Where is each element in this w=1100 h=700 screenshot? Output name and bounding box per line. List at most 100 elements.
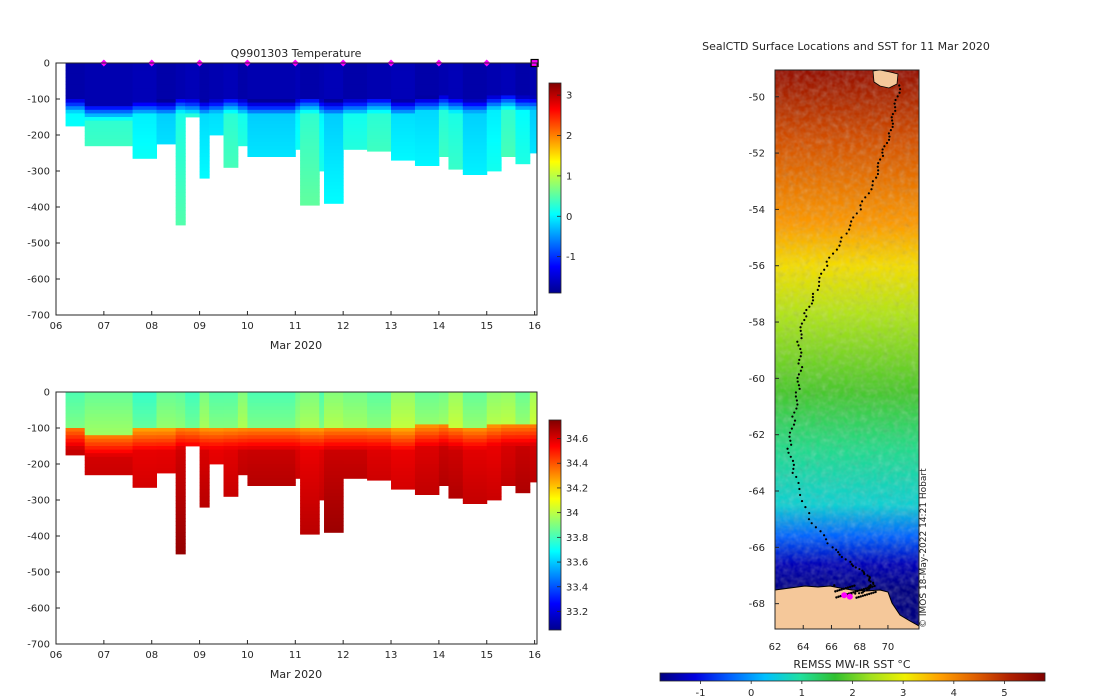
profile-cell <box>343 138 368 143</box>
profile-cell <box>175 66 186 71</box>
profile-cell <box>501 135 516 139</box>
profile-cell <box>462 81 488 85</box>
profile-cell <box>462 163 488 168</box>
profile-cell <box>324 160 344 165</box>
track-point <box>837 595 840 598</box>
profile-cell <box>132 399 158 404</box>
profile-cell <box>65 117 86 121</box>
profile-cell <box>438 410 449 414</box>
profile-cell <box>175 113 186 118</box>
profile-cell <box>486 127 502 132</box>
profile-cell <box>175 521 186 526</box>
profile-cell <box>223 489 239 494</box>
profile-cell <box>247 117 296 121</box>
profile-cell <box>391 156 416 161</box>
track-point <box>793 419 797 422</box>
y-tick-label: -100 <box>27 95 50 106</box>
profile-cell <box>462 435 488 440</box>
track-point <box>837 551 840 554</box>
profile-cell <box>438 91 449 96</box>
profile-cell <box>391 467 416 472</box>
profile-cell <box>367 66 392 71</box>
profile-cell <box>462 160 488 165</box>
profile-cell <box>209 399 225 404</box>
profile-cell <box>367 399 392 404</box>
profile-cell <box>223 446 239 450</box>
profile-cell <box>300 163 320 168</box>
profile-cell <box>438 73 449 78</box>
profile-cell <box>501 424 516 429</box>
profile-cell <box>223 449 239 454</box>
profile-cell <box>185 113 201 118</box>
profile-cell <box>295 135 301 139</box>
profile-cell <box>343 117 368 121</box>
profile-cell <box>343 420 368 425</box>
profile-cell <box>438 70 449 75</box>
profile-cell <box>529 149 537 154</box>
profile-cell <box>199 131 210 136</box>
profile-cell <box>324 102 344 107</box>
track-point <box>861 200 864 203</box>
profile-cell <box>391 145 416 150</box>
profile-cell <box>132 453 158 458</box>
profile-cell <box>65 73 86 78</box>
profile-cell <box>462 99 488 103</box>
profile-cell <box>223 406 239 411</box>
profile-cell <box>343 142 368 147</box>
profile-cell <box>247 402 296 407</box>
profile-cell <box>324 417 344 422</box>
profile-cell <box>515 438 531 443</box>
profile-cell <box>486 410 502 414</box>
profile-cell <box>448 420 464 425</box>
profile-cell <box>199 153 210 157</box>
profile-cell <box>132 395 158 400</box>
profile-cell <box>223 435 239 440</box>
profile-cell <box>132 467 158 472</box>
profile-cell <box>300 117 320 121</box>
profile-cell <box>367 91 392 96</box>
profile-cell <box>324 153 344 157</box>
profile-cell <box>209 131 225 136</box>
profile-cell <box>343 435 368 440</box>
profile-cell <box>486 420 502 425</box>
profile-cell <box>486 106 502 111</box>
profile-cell <box>324 413 344 418</box>
track-point <box>857 595 860 599</box>
profile-cell <box>448 431 464 436</box>
profile-cell <box>391 449 416 454</box>
track-point <box>792 463 795 466</box>
profile-cell <box>175 207 186 211</box>
profile-cell <box>65 453 86 456</box>
map-y-tick-label: -66 <box>749 543 765 554</box>
profile-cell <box>324 196 344 201</box>
profile-cell <box>529 77 537 82</box>
profile-cell <box>515 84 531 89</box>
profile-cell <box>223 120 239 125</box>
profile-cell <box>391 63 416 67</box>
profile-cell <box>185 109 201 114</box>
profile-cell <box>175 392 186 396</box>
profile-cell <box>391 84 416 89</box>
track-point <box>869 586 872 589</box>
profile-cell <box>515 70 531 75</box>
profile-cell <box>438 392 449 396</box>
profile-cell <box>501 420 516 425</box>
profile-cell <box>462 95 488 100</box>
profile-cell <box>132 63 158 67</box>
profile-cell <box>529 399 537 404</box>
profile-cell <box>529 453 537 458</box>
profile-cell <box>247 410 296 414</box>
profile-cell <box>156 431 177 436</box>
profile-cell <box>237 406 248 411</box>
profile-cell <box>247 77 296 82</box>
profile-cell <box>367 435 392 440</box>
profile-cell <box>175 174 186 179</box>
profile-cell <box>438 84 449 89</box>
profile-cell <box>319 392 325 396</box>
salinity-colorbar <box>548 419 562 631</box>
profile-cell <box>414 99 440 103</box>
track-point <box>861 594 865 597</box>
profile-cell <box>300 66 320 71</box>
profile-cell <box>185 91 201 96</box>
profile-cell <box>175 199 186 204</box>
